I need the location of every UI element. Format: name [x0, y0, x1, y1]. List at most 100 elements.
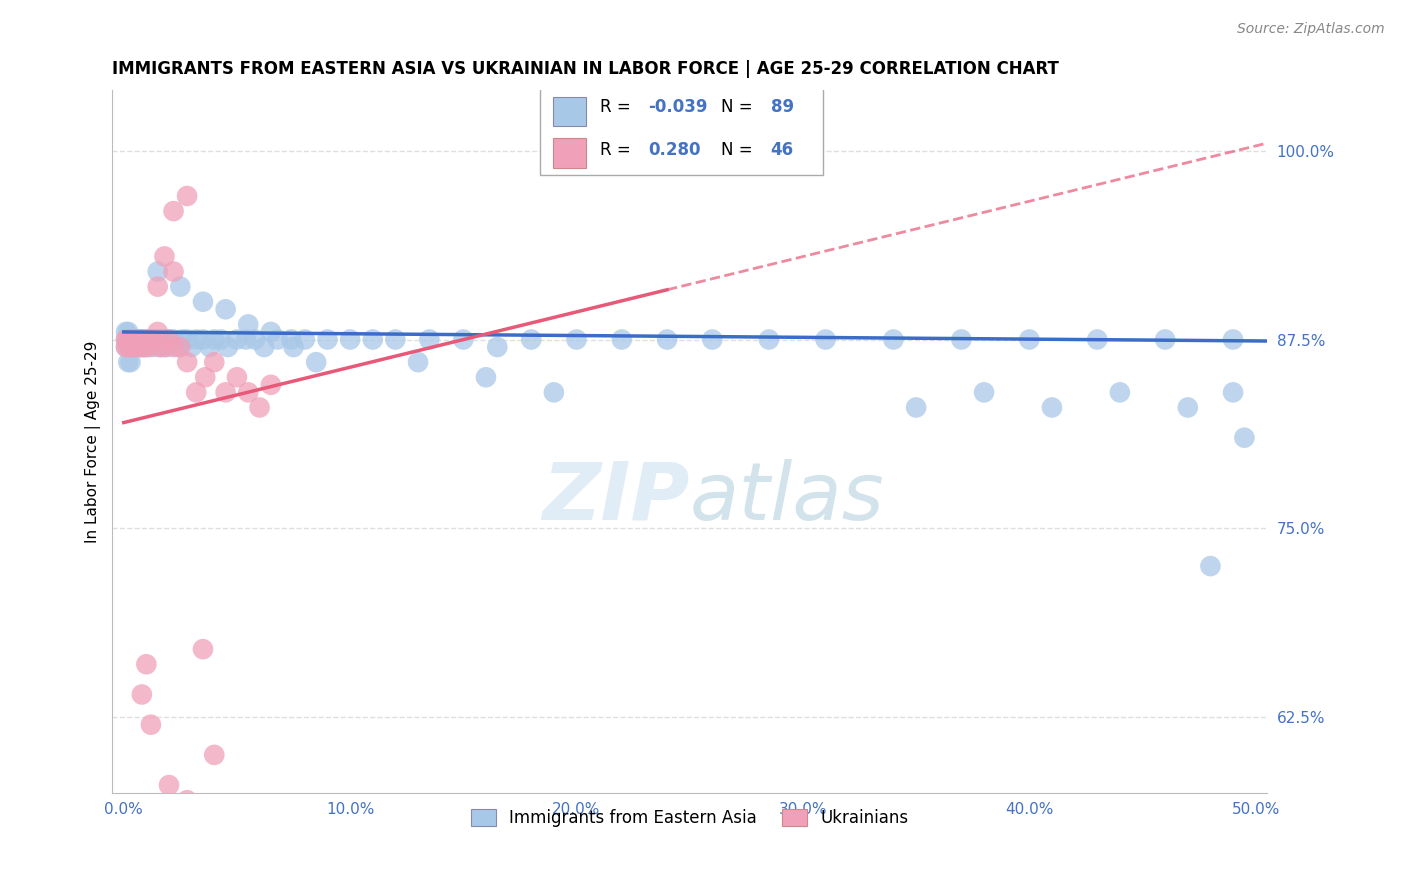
Point [157, 778, 180, 792]
Point [186, 385, 208, 400]
Point [120, 333, 142, 347]
Point [131, 340, 153, 354]
Point [115, 325, 138, 339]
Point [117, 340, 139, 354]
Point [905, 401, 928, 415]
Point [758, 333, 780, 347]
Point [1085, 333, 1108, 347]
Point [475, 370, 498, 384]
Point [243, 333, 266, 347]
Text: 0.280: 0.280 [648, 141, 700, 159]
Point [186, 333, 208, 347]
Point [139, 333, 162, 347]
Point [121, 340, 143, 354]
Point [127, 340, 149, 354]
Point [316, 333, 339, 347]
Point [131, 333, 153, 347]
Point [198, 340, 221, 354]
Point [214, 302, 236, 317]
Point [120, 333, 142, 347]
Point [176, 189, 198, 203]
Point [655, 333, 678, 347]
Point [135, 333, 157, 347]
Point [115, 333, 138, 347]
Point [305, 355, 328, 369]
Point [294, 333, 316, 347]
Point [135, 333, 157, 347]
Point [117, 333, 139, 347]
Point [131, 333, 153, 347]
Point [153, 333, 176, 347]
Point [142, 340, 165, 354]
Point [253, 340, 276, 354]
Point [145, 333, 167, 347]
Point [131, 688, 153, 702]
Point [139, 333, 162, 347]
Point [138, 340, 160, 354]
Point [132, 340, 155, 354]
Point [453, 333, 475, 347]
Point [121, 340, 143, 354]
Point [1109, 385, 1132, 400]
Point [339, 333, 361, 347]
Point [194, 370, 217, 384]
Point [149, 340, 172, 354]
Point [167, 340, 190, 354]
Point [157, 333, 180, 347]
Point [124, 340, 146, 354]
Point [361, 333, 384, 347]
Point [121, 333, 143, 347]
Point [176, 793, 198, 807]
Point [486, 340, 509, 354]
Point [121, 333, 143, 347]
Point [1222, 385, 1244, 400]
Text: Source: ZipAtlas.com: Source: ZipAtlas.com [1237, 22, 1385, 37]
Point [191, 333, 214, 347]
Point [149, 340, 172, 354]
Text: -0.039: -0.039 [648, 98, 707, 116]
Point [226, 333, 249, 347]
Point [202, 355, 225, 369]
Point [702, 333, 724, 347]
Text: IMMIGRANTS FROM EASTERN ASIA VS UKRAINIAN IN LABOR FORCE | AGE 25-29 CORRELATION: IMMIGRANTS FROM EASTERN ASIA VS UKRAINIA… [112, 60, 1059, 78]
Point [209, 333, 232, 347]
Point [146, 279, 169, 293]
Text: N =: N = [721, 98, 758, 116]
Point [124, 340, 146, 354]
Point [238, 385, 260, 400]
Point [1154, 333, 1177, 347]
Point [186, 808, 208, 822]
FancyBboxPatch shape [554, 96, 586, 127]
Point [162, 333, 184, 347]
Point [145, 333, 167, 347]
Point [1177, 401, 1199, 415]
Text: ZIP: ZIP [543, 458, 690, 537]
Point [226, 370, 249, 384]
Y-axis label: In Labor Force | Age 25-29: In Labor Force | Age 25-29 [86, 340, 101, 542]
Point [135, 340, 157, 354]
Point [120, 340, 142, 354]
Point [153, 249, 176, 263]
Point [1233, 431, 1256, 445]
Point [202, 747, 225, 762]
Point [169, 340, 191, 354]
Point [180, 340, 202, 354]
Point [283, 340, 305, 354]
Point [128, 340, 150, 354]
Point [117, 333, 139, 347]
Text: R =: R = [600, 98, 636, 116]
Point [115, 333, 138, 347]
Point [280, 333, 302, 347]
Point [172, 333, 194, 347]
Point [214, 385, 236, 400]
Point [120, 355, 142, 369]
Point [406, 355, 429, 369]
Point [132, 340, 155, 354]
Point [169, 279, 191, 293]
Point [1222, 333, 1244, 347]
Text: R =: R = [600, 141, 641, 159]
Point [610, 333, 633, 347]
Point [117, 355, 139, 369]
Point [1040, 401, 1063, 415]
Point [124, 333, 146, 347]
